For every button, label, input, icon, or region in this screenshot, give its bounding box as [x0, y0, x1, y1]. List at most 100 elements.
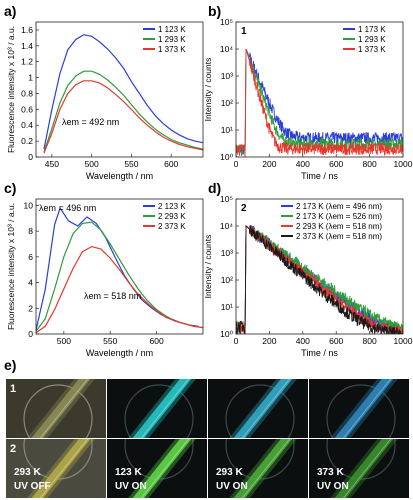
series-line-a-1	[43, 34, 203, 150]
y-tick-label-c: 10	[24, 200, 34, 210]
photo-temp-label: 293 K	[216, 467, 243, 478]
x-tick-label-b: 400	[296, 159, 310, 169]
chart-d-decay-compound-2: 0 200 400 600 800 1000 10⁰ 10¹ 10² 10³ 10⁴ 10⁵ Time …	[203, 194, 413, 358]
plot-area-c	[36, 206, 203, 334]
photo-uv-label: UV ON	[216, 481, 248, 492]
y-tick-label-a: 0.8	[21, 88, 33, 98]
x-tick-label-b: 600	[329, 159, 343, 169]
legend-label-c: 2 373 K	[158, 222, 186, 231]
legend-label-d: 2 293 K (λem = 518 nm)	[296, 222, 382, 231]
crystal-rod	[233, 379, 293, 438]
photo-uv-label: UV ON	[317, 481, 349, 492]
photo-grid: 1 293 K UV OFF 123 K UV ON 293 K UV ON 373 K UV …	[6, 379, 409, 498]
photo-cell	[208, 379, 308, 438]
legend-label-a: 1 373 K	[158, 45, 186, 54]
y-tick-label-d: 10²	[221, 275, 233, 285]
y-axis-title-d: Intensity / counts	[203, 235, 213, 299]
photo-cell	[6, 379, 106, 438]
y-tick-label-c: 8	[28, 226, 33, 236]
photo-row-label: 1	[10, 383, 16, 395]
y-tick-label-d: 10⁵	[220, 194, 233, 204]
photo-uv-label: UV OFF	[14, 481, 51, 492]
y-tick-label-b: 10¹	[221, 125, 233, 135]
photo-temp-label: 373 K	[317, 467, 344, 478]
plot-frame-b	[235, 21, 404, 158]
chart-b-decay-compound-1: 0 200 400 600 800 1000 10⁰ 10¹ 10² 10³ 10⁴ 10⁵ Time …	[203, 17, 413, 181]
y-tick-label-b: 10⁰	[220, 152, 233, 162]
plot-frame-a	[35, 21, 204, 158]
y-axis-title-b: Intensity / counts	[203, 58, 213, 122]
y-tick-label-a: 0	[28, 152, 33, 162]
legend-label-d: 2 173 K (λem = 496 nm)	[296, 202, 382, 211]
series-line-c-2	[36, 221, 203, 332]
y-tick-label-a: 1.2	[21, 57, 33, 67]
x-tick-label-a: 550	[124, 159, 138, 169]
plot-frame-d	[235, 198, 404, 335]
legend-label-d: 2 373 K (λem = 518 nm)	[296, 232, 382, 241]
crystal-rod	[233, 439, 293, 498]
sample-holder-ring	[124, 384, 194, 438]
photo-cell	[309, 379, 409, 438]
crystal-highlight	[140, 439, 190, 498]
sample-holder-ring	[326, 384, 396, 438]
photo-temp-label: 293 K	[14, 467, 41, 478]
legend-label-d: 2 173 K (λem = 526 nm)	[296, 212, 382, 221]
series-line-c-3	[36, 245, 203, 334]
x-axis-title-d: Time / ns	[301, 348, 338, 358]
y-tick-label-c: 4	[28, 278, 33, 288]
x-tick-label-d: 800	[363, 336, 377, 346]
panel-label-c: c)	[4, 180, 16, 196]
plot-frame-c	[35, 198, 204, 335]
y-tick-label-d: 10⁴	[220, 221, 233, 231]
photo-cell	[107, 379, 207, 438]
plot-area-d	[236, 224, 403, 334]
x-tick-label-b: 200	[262, 159, 276, 169]
y-tick-label-a: 0.4	[21, 120, 33, 130]
plot-area-a	[43, 34, 203, 154]
y-tick-label-b: 10⁴	[220, 44, 233, 54]
y-tick-label-b: 10²	[221, 98, 233, 108]
crystal-highlight	[241, 379, 291, 438]
x-tick-label-a: 500	[85, 159, 99, 169]
y-tick-label-d: 10⁰	[220, 329, 233, 339]
y-axis-title-a: Fluorescence intensity x 10³ / a.u.	[6, 26, 16, 153]
y-tick-label-a: 1.4	[21, 41, 33, 51]
y-tick-label-a: 0.2	[21, 136, 33, 146]
crystal-highlight	[39, 439, 89, 498]
x-tick-label-a: 450	[45, 159, 59, 169]
photo-temp-label: 123 K	[115, 467, 142, 478]
panel-label-e: e)	[4, 357, 16, 373]
chart-a-spectra-compound-1: 450 500 550 600 0 0.2 0.4 0.6 0.8 1 1.2 1.4 1.6 Wavel…	[6, 21, 204, 181]
sample-holder-ring	[225, 384, 295, 438]
crystal-rod	[31, 379, 91, 438]
crystal-highlight	[342, 379, 392, 438]
y-tick-label-d: 10³	[221, 248, 233, 258]
crystal-rod	[334, 439, 394, 498]
crystal-highlight	[39, 379, 89, 438]
series-line-b-1	[236, 48, 403, 157]
y-axis-title-c: Fluorescence intensity x 10³ / a.u.	[6, 203, 16, 330]
y-tick-label-b: 10³	[221, 71, 233, 81]
crystal-highlight	[241, 439, 291, 498]
photo-cell: 373 K UV ON	[309, 439, 409, 498]
crystal-rod	[334, 379, 394, 438]
photo-cell: 123 K UV ON	[107, 439, 207, 498]
x-tick-label-d: 200	[262, 336, 276, 346]
x-tick-label-d: 600	[329, 336, 343, 346]
x-tick-label-b: 800	[363, 159, 377, 169]
y-tick-label-a: 1	[28, 73, 33, 83]
x-axis-title-b: Time / ns	[301, 171, 338, 181]
photo-row-label: 2	[10, 443, 16, 455]
legend-label-b: 1 373 K	[358, 45, 386, 54]
photo-uv-label: UV ON	[115, 481, 147, 492]
annotation-a: λem = 492 nm	[62, 117, 119, 127]
legend-label-b: 1 293 K	[358, 35, 386, 44]
x-tick-label-d: 1000	[394, 336, 413, 346]
photo-cell: 293 K UV ON	[208, 439, 308, 498]
photo-cell: 293 K UV OFF	[6, 439, 106, 498]
legend-label-a: 1 293 K	[158, 35, 186, 44]
legend-label-c: 2 123 K	[158, 202, 186, 211]
inset-label-d: 2	[241, 203, 247, 214]
panel-label-d: d)	[208, 180, 221, 196]
